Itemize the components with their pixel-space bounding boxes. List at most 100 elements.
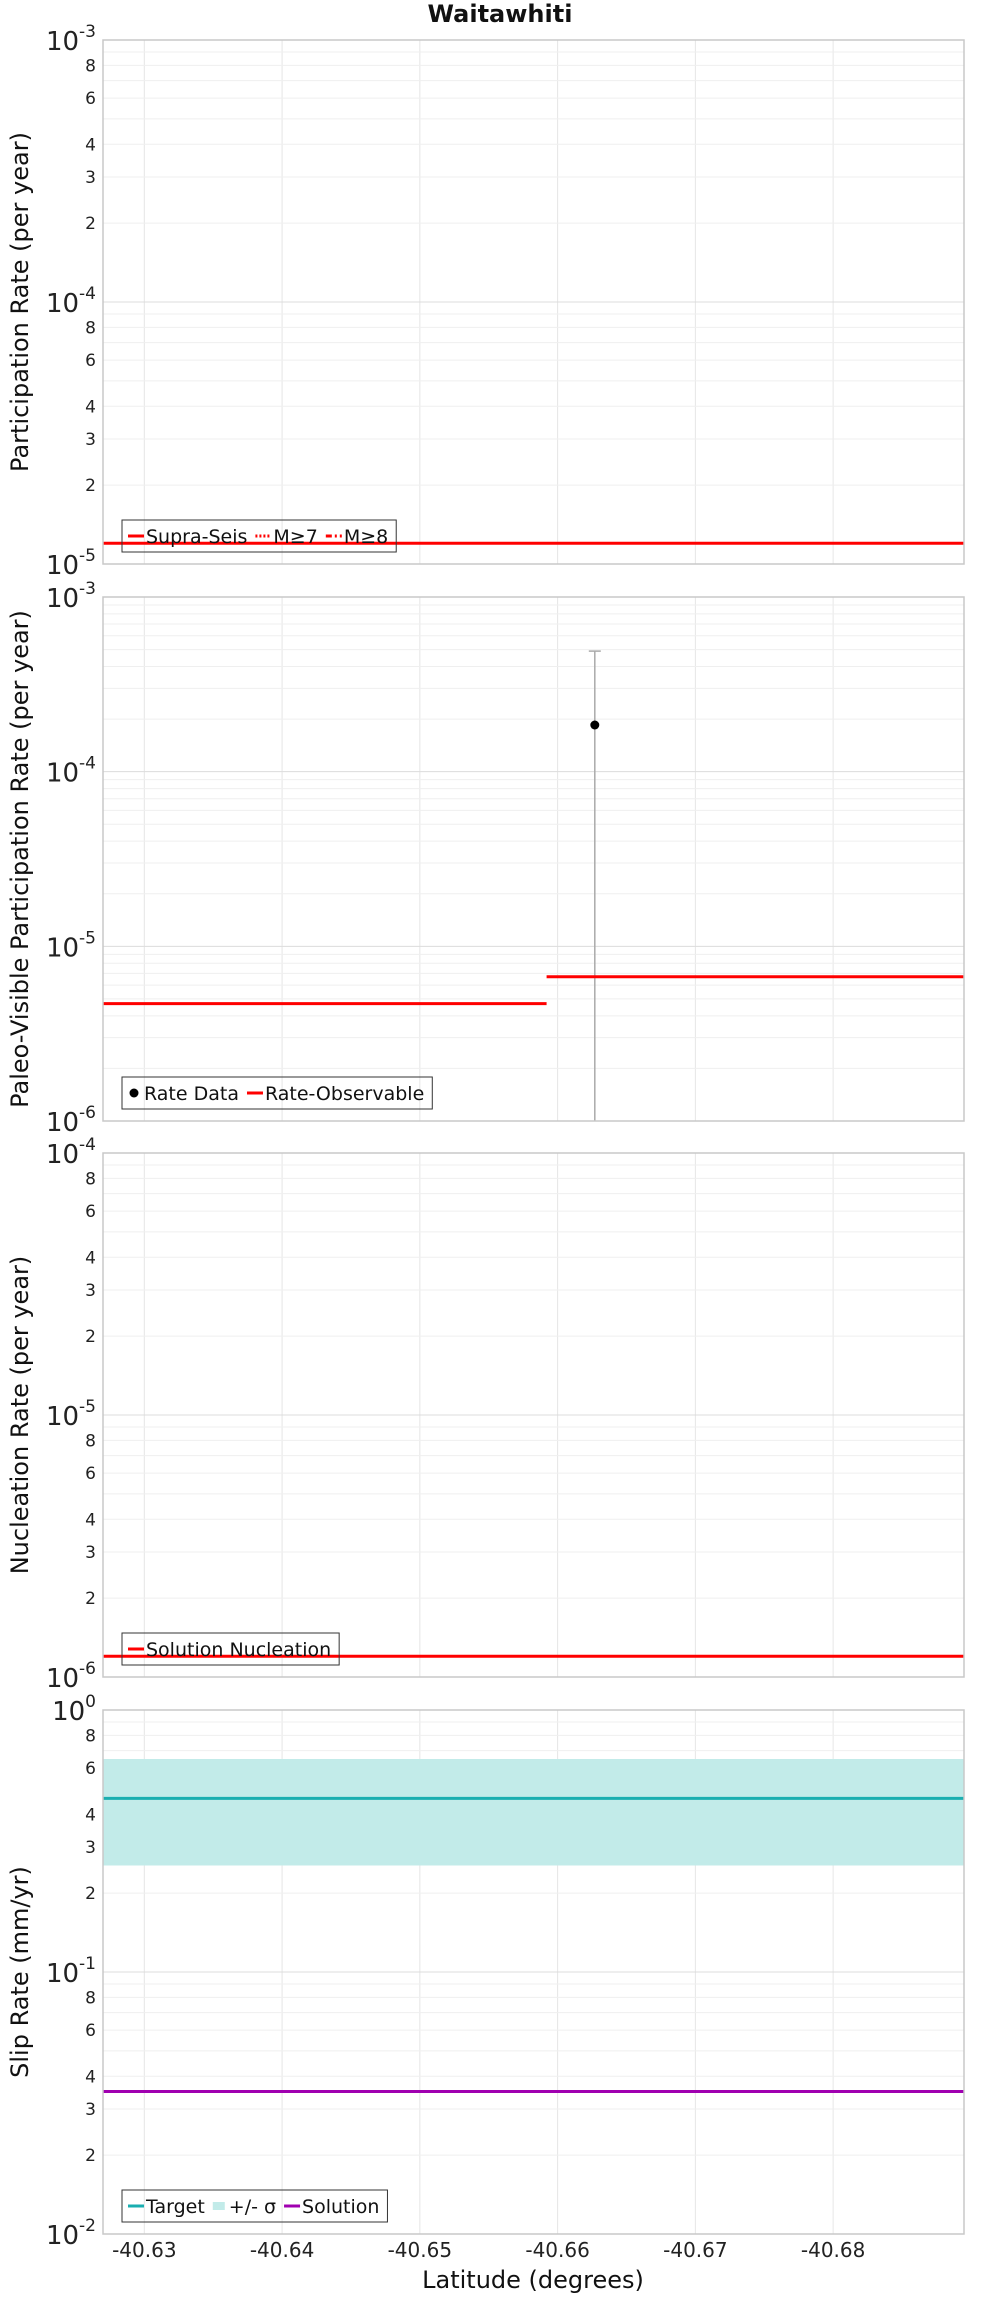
legend-box bbox=[121, 1076, 433, 1110]
y-minor-tick-label: 8 bbox=[85, 1431, 96, 1451]
y-minor-tick-label: 3 bbox=[85, 168, 96, 188]
x-tick-label: -40.63 bbox=[112, 2238, 176, 2262]
x-tick-label: -40.68 bbox=[801, 2238, 865, 2262]
y-minor-tick-label: 4 bbox=[85, 2067, 96, 2087]
y-tick-exponent: -6 bbox=[79, 1659, 96, 1679]
x-tick-label: -40.67 bbox=[663, 2238, 727, 2262]
legend-label: Rate-Observable bbox=[265, 1083, 424, 1105]
y-minor-tick-label: 8 bbox=[85, 1169, 96, 1189]
y-tick-label: 10-6 bbox=[46, 1103, 96, 1138]
y-minor-tick-label: 2 bbox=[85, 1589, 96, 1609]
y-tick-label: 10-4 bbox=[46, 284, 96, 319]
plot-data bbox=[103, 1759, 964, 2093]
y-minor-tick-label: 3 bbox=[85, 430, 96, 450]
y-tick-base: 10 bbox=[46, 289, 79, 319]
y-minor-tick-label: 8 bbox=[85, 1726, 96, 1746]
y-minor-tick-label: 8 bbox=[85, 56, 96, 76]
y-minor-tick-label: 8 bbox=[85, 318, 96, 338]
plot-frame bbox=[102, 39, 965, 565]
y-minor-tick-label: 8 bbox=[85, 1988, 96, 2008]
y-minor-tick-label: 2 bbox=[85, 1884, 96, 1904]
y-tick-exponent: -4 bbox=[79, 754, 96, 774]
y-axis-label: Paleo-Visible Participation Rate (per ye… bbox=[6, 610, 34, 1108]
legend-marker bbox=[129, 1088, 139, 1098]
y-tick-base: 10 bbox=[46, 27, 79, 57]
y-minor-tick-label: 4 bbox=[85, 135, 96, 155]
y-tick-label: 10-2 bbox=[46, 2216, 96, 2251]
legend-label: M≥7 bbox=[273, 526, 317, 548]
y-minor-tick-label: 3 bbox=[85, 1543, 96, 1563]
y-tick-exponent: -4 bbox=[79, 1135, 96, 1155]
y-tick-exponent: -3 bbox=[79, 22, 96, 42]
y-minor-tick-label: 4 bbox=[85, 397, 96, 417]
y-tick-exponent: -5 bbox=[79, 546, 96, 566]
y-tick-label: 10-5 bbox=[46, 546, 96, 581]
y-minor-tick-label: 3 bbox=[85, 2100, 96, 2120]
legend-label: Target bbox=[145, 2196, 205, 2218]
y-minor-tick-label: 4 bbox=[85, 1248, 96, 1268]
chart-title: Waitawhiti bbox=[428, 0, 573, 28]
rate-data-point bbox=[590, 720, 600, 730]
y-minor-tick-label: 2 bbox=[85, 1327, 96, 1347]
y-tick-exponent: -1 bbox=[79, 1954, 96, 1974]
legend: Supra-Seis M≥7 M≥8 bbox=[121, 519, 397, 553]
y-tick-label: 10-3 bbox=[46, 22, 96, 57]
y-tick-label: 10-4 bbox=[46, 754, 96, 789]
y-tick-exponent: -3 bbox=[79, 579, 96, 599]
y-tick-label: 10-6 bbox=[46, 1659, 96, 1694]
y-tick-label: 10-5 bbox=[46, 1397, 96, 1432]
y-tick-exponent: -5 bbox=[79, 1397, 96, 1417]
y-tick-label: 10-1 bbox=[46, 1954, 96, 1989]
y-tick-base: 10 bbox=[46, 2221, 79, 2251]
x-tick-label: -40.64 bbox=[250, 2238, 314, 2262]
y-tick-base: 10 bbox=[46, 1108, 79, 1138]
y-tick-base: 10 bbox=[46, 1140, 79, 1170]
plot-data bbox=[103, 650, 964, 1121]
x-tick-label: -40.66 bbox=[525, 2238, 589, 2262]
y-axis-label: Participation Rate (per year) bbox=[6, 132, 34, 472]
legend-label: Supra-Seis bbox=[146, 526, 247, 548]
y-tick-base: 10 bbox=[46, 1664, 79, 1694]
y-minor-tick-label: 6 bbox=[85, 1759, 96, 1779]
x-tick-label: -40.65 bbox=[388, 2238, 452, 2262]
y-minor-tick-label: 3 bbox=[85, 1281, 96, 1301]
y-tick-label: 10-4 bbox=[46, 1135, 96, 1170]
y-tick-exponent: -5 bbox=[79, 928, 96, 948]
plot-frame bbox=[102, 1709, 965, 2235]
y-minor-tick-label: 2 bbox=[85, 214, 96, 234]
y-tick-exponent: -6 bbox=[79, 1103, 96, 1123]
y-tick-label: 100 bbox=[52, 1692, 96, 1727]
y-tick-base: 10 bbox=[52, 1697, 85, 1727]
sigma-band bbox=[103, 1759, 964, 1866]
y-minor-tick-label: 6 bbox=[85, 351, 96, 371]
legend: Target +/- σ Solution bbox=[121, 2189, 388, 2223]
y-axis-label: Slip Rate (mm/yr) bbox=[6, 1866, 34, 2078]
legend-label: +/- σ bbox=[229, 2196, 276, 2218]
y-minor-tick-label: 6 bbox=[85, 89, 96, 109]
plot-area bbox=[103, 597, 964, 1121]
y-tick-base: 10 bbox=[46, 584, 79, 614]
y-tick-exponent: -4 bbox=[79, 284, 96, 304]
y-tick-base: 10 bbox=[46, 1959, 79, 1989]
y-tick-base: 10 bbox=[46, 1402, 79, 1432]
y-tick-label: 10-5 bbox=[46, 928, 96, 963]
y-minor-tick-label: 4 bbox=[85, 1510, 96, 1530]
y-tick-label: 10-3 bbox=[46, 579, 96, 614]
y-minor-tick-label: 6 bbox=[85, 1202, 96, 1222]
x-tick-labels: -40.63 -40.64 -40.65 -40.66 -40.67 -40.68 bbox=[112, 2238, 865, 2262]
legend: Solution Nucleation bbox=[121, 1632, 340, 1666]
legend: Rate Data Rate-Observable bbox=[121, 1076, 433, 1110]
legend-label: M≥8 bbox=[344, 526, 388, 548]
legend-swatch bbox=[212, 2202, 225, 2210]
legend-box bbox=[121, 2189, 388, 2223]
y-tick-exponent: 0 bbox=[85, 1692, 96, 1712]
legend-box bbox=[121, 1632, 340, 1666]
y-minor-tick-label: 2 bbox=[85, 476, 96, 496]
y-tick-base: 10 bbox=[46, 933, 79, 963]
